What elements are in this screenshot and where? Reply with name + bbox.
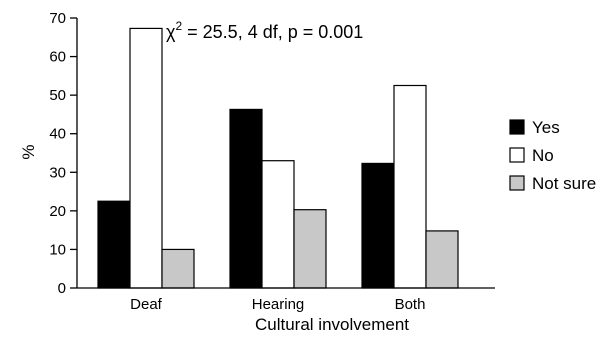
- y-tick-label: 50: [49, 87, 66, 104]
- chi-symbol: χ: [166, 22, 176, 42]
- legend-swatch-not-sure: [509, 175, 525, 191]
- bar-yes-deaf: [97, 200, 131, 289]
- y-tick-label: 20: [49, 203, 66, 220]
- bar-no-both: [393, 84, 427, 289]
- y-axis-title: %: [19, 144, 38, 159]
- legend-label: Yes: [532, 118, 560, 137]
- bar-yes-both: [361, 162, 395, 289]
- x-axis: Deaf Hearing Both: [77, 287, 495, 313]
- legend-swatch-yes: [509, 119, 525, 135]
- bar-not-sure-both: [425, 230, 459, 289]
- x-axis-title: Cultural involvement: [255, 315, 409, 334]
- bar-not-sure-hearing: [293, 209, 327, 289]
- legend-label: Not sure: [532, 174, 596, 193]
- y-tick-label: 0: [58, 280, 66, 297]
- chi-superscript: 2: [175, 19, 182, 33]
- y-tick-label: 40: [49, 126, 66, 143]
- bars: [97, 27, 459, 289]
- y-tick-label: 70: [49, 10, 66, 27]
- x-category-label: Both: [395, 296, 426, 313]
- chi-square-annotation: χ2 = 25.5, 4 df, p = 0.001: [166, 19, 363, 42]
- y-tick-label: 60: [49, 49, 66, 66]
- bar-no-hearing: [261, 160, 295, 289]
- x-category-label: Deaf: [130, 296, 163, 313]
- y-tick-label: 10: [49, 241, 66, 258]
- chi-statistic-text: = 25.5, 4 df, p = 0.001: [182, 22, 363, 42]
- bar-no-deaf: [129, 27, 163, 289]
- bar-yes-hearing: [229, 108, 263, 289]
- x-category-label: Hearing: [252, 296, 305, 313]
- bar-not-sure-deaf: [161, 248, 195, 289]
- y-tick-label: 30: [49, 164, 66, 181]
- legend-swatch-no: [509, 147, 525, 163]
- y-axis: 0 10 20 30 40 50 60 70: [49, 10, 78, 297]
- legend: Yes No Not sure: [509, 118, 596, 193]
- legend-label: No: [532, 146, 554, 165]
